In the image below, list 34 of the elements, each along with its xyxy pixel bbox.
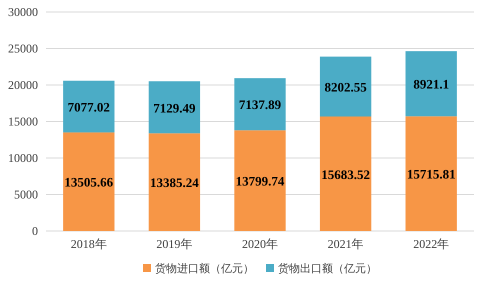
y-tick-label: 30000 — [8, 5, 38, 19]
y-tick-label: 25000 — [8, 42, 38, 56]
bar — [234, 130, 286, 231]
data-label: 13385.24 — [150, 175, 200, 190]
data-label: 15715.81 — [406, 166, 456, 182]
data-label: 7137.89 — [238, 97, 282, 112]
x-tick-label: 2018年 — [70, 237, 107, 251]
x-tick-label: 2021年 — [328, 237, 364, 251]
x-tick-label: 2020年 — [242, 237, 278, 251]
x-tick-label: 2019年 — [156, 237, 192, 251]
y-tick-label: 10000 — [8, 151, 38, 165]
y-tick-label: 15000 — [8, 114, 38, 128]
bar — [148, 133, 200, 231]
bar — [63, 80, 114, 132]
data-label: 13505.66 — [64, 174, 114, 190]
bar — [406, 51, 457, 116]
data-label: 7077.02 — [68, 100, 110, 115]
legend-label: 货物出口额（亿元） — [278, 262, 377, 275]
bar — [63, 132, 114, 231]
bar — [320, 116, 372, 231]
data-label: 15683.52 — [321, 166, 370, 182]
legend-label: 货物进口额（亿元） — [155, 262, 254, 275]
bar — [148, 81, 200, 134]
y-tick-label: 0 — [32, 224, 38, 238]
bar — [406, 116, 457, 231]
bar — [234, 78, 286, 130]
data-label: 7129.49 — [153, 100, 196, 116]
bar — [320, 56, 372, 117]
y-tick-label: 20000 — [8, 78, 38, 92]
data-label: 13799.74 — [236, 174, 285, 189]
y-tick-label: 5000 — [14, 188, 38, 202]
data-label: 8202.55 — [324, 80, 368, 95]
x-tick-label: 2022年 — [413, 237, 450, 251]
data-label: 8921.1 — [413, 76, 450, 92]
